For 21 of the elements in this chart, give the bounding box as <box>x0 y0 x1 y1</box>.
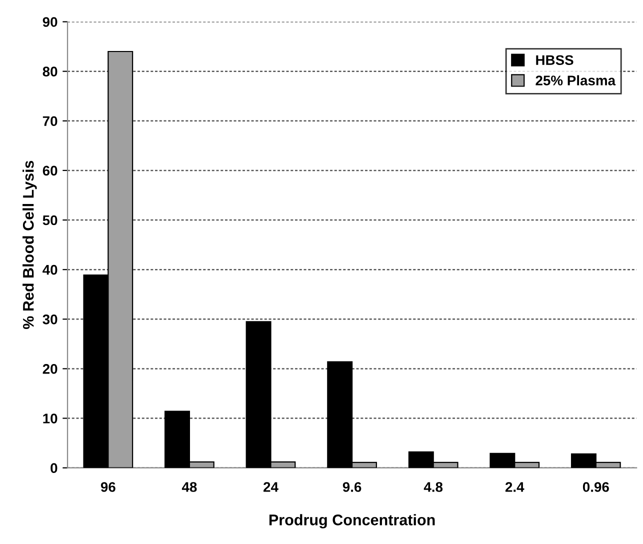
x-tick-label: 4.8 <box>424 482 443 492</box>
y-tick-label: 70 <box>42 116 58 126</box>
y-tick-label: 0 <box>50 463 58 474</box>
y-tick-label: 40 <box>42 264 58 275</box>
legend-label: 25% Plasma <box>536 75 616 86</box>
x-tick-label: 24 <box>264 482 278 492</box>
x-tick-label: 96 <box>100 482 116 492</box>
x-tick-label: 48 <box>182 482 197 492</box>
x-tick-label: 9.6 <box>342 482 362 492</box>
y-tick-label: 60 <box>42 166 58 176</box>
y-tick-label: 80 <box>42 66 58 76</box>
y-tick-label: 20 <box>42 364 58 374</box>
y-tick-label: 10 <box>43 414 58 424</box>
y-tick-label: 30 <box>42 314 58 324</box>
legend-label: HBSS <box>536 55 574 66</box>
y-tick-label: 90 <box>42 17 58 27</box>
y-tick-label: 50 <box>42 215 58 226</box>
x-tick-label: 2.4 <box>505 482 524 492</box>
x-axis-title: Prodrug Concentration <box>269 514 435 528</box>
x-tick-label: 0.96 <box>582 482 609 492</box>
y-axis-title: % Red Blood Cell Lysis <box>22 160 37 330</box>
